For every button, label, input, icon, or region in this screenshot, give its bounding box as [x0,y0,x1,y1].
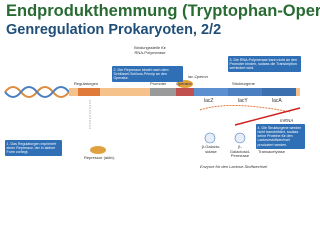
caption: Enzyme für den Lactose-Stoffwechsel [200,164,268,169]
gene-label: lacZ [204,98,214,104]
callout: 1. Das Regulatorgen exprimiert einen Rep… [5,140,62,156]
subtitle: Genregulation Prokaryoten, 2/2 [6,22,222,38]
enzyme [204,132,216,144]
label: Promoter [150,81,167,86]
callout: 3. Die RNA-Polymerase kann nicht an den … [228,56,301,72]
mrna-line [199,105,291,113]
dna-helix [4,86,70,98]
label: mRNA [280,118,294,123]
label: Operator [176,81,192,86]
enzyme-label: β-Galacto-sidase [201,144,221,154]
promoter-box [150,88,176,96]
label: Repressor (aktiv) [84,155,115,160]
operator-box [176,88,194,96]
gene-label: lacA [272,98,282,104]
label: lac-Operon [188,74,208,79]
cross [234,107,301,126]
gene-box [194,88,228,96]
gene-label: lacY [238,98,248,104]
enzyme [234,132,246,144]
repressor-bound [177,80,193,88]
label: Regulatorgen [74,81,99,86]
gene-box [262,88,296,96]
enzyme-label: β-Galactosid-Permease [229,144,251,159]
regulator-gene-box [78,88,100,96]
callout: 4. Die Strukturgene werden nicht transkr… [256,124,305,149]
title: Endprodukthemmung (Tryptophan-Operon) [6,2,320,20]
callout: 2. Der Repressor bindet nach dem Schlüss… [112,66,183,82]
label: Bindungsstelle für RNA-Polymerase [134,45,166,55]
label: Strukturgene [232,81,255,86]
repressor [90,146,106,154]
page: Endprodukthemmung (Tryptophan-Operon) Ge… [4,2,320,169]
gene-box [228,88,262,96]
